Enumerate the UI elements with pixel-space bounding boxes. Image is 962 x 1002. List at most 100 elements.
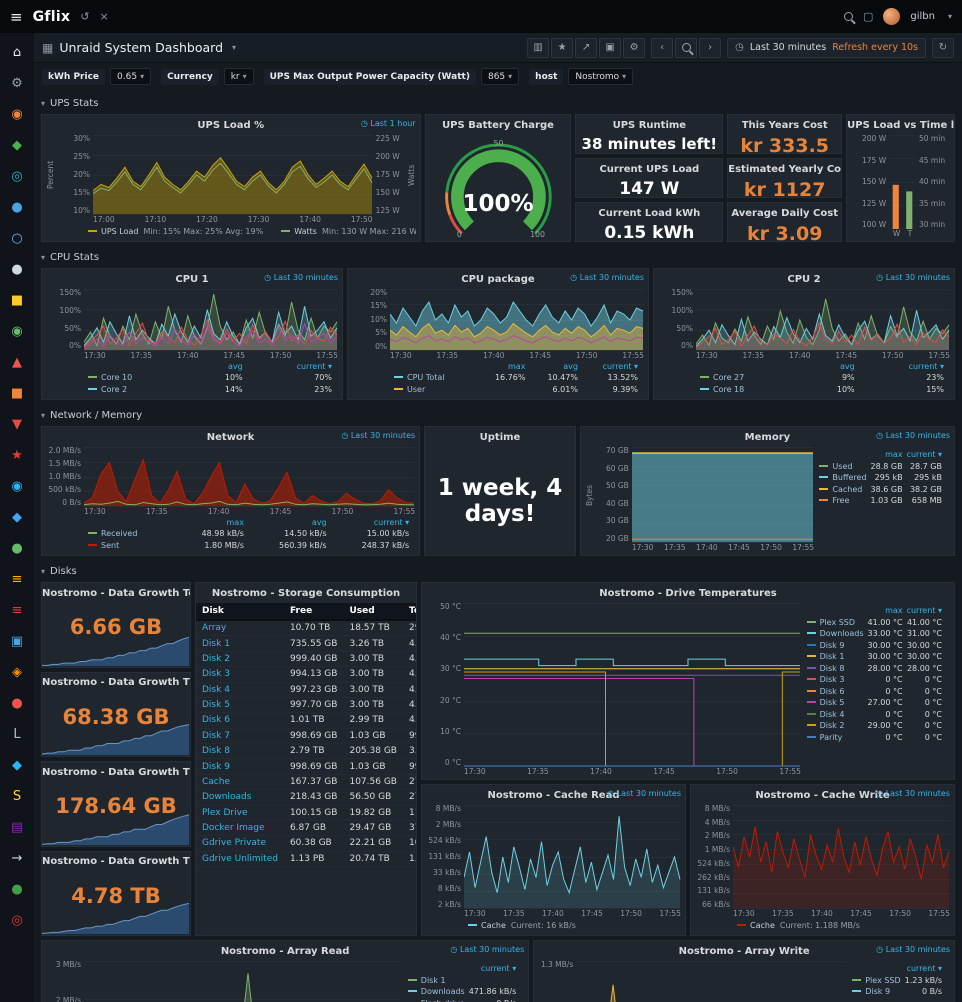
sidebar-shortcut-ghost-icon[interactable]: ● <box>11 695 23 711</box>
legend-series-name[interactable]: Disk 1 <box>407 975 469 987</box>
panel-title[interactable]: CPU package <box>461 273 535 285</box>
legend-column-header[interactable]: current ▾ <box>908 361 944 371</box>
legend-item[interactable]: UPS Load Min: 15% Max: 25% Avg: 19% <box>88 226 263 237</box>
add-panel-button[interactable]: ▥ <box>527 37 550 58</box>
panel-time-badge[interactable]: ◷ Last 30 minutes <box>876 789 950 798</box>
legend-item[interactable]: Parity 0 °C 0 °C <box>806 732 946 744</box>
disk-link[interactable]: Disk 2 <box>196 651 284 668</box>
disk-link[interactable]: Disk 5 <box>196 697 284 714</box>
panel-time-badge[interactable]: ◷ Last 1 hour <box>361 119 416 128</box>
legend-column-header[interactable]: current ▾ <box>906 450 942 459</box>
plot-area[interactable] <box>695 289 950 351</box>
app-brand[interactable]: Gflix <box>32 8 71 25</box>
legend-item[interactable]: Disk 9 0 B/s <box>852 986 946 998</box>
legend-column-header[interactable]: current ▾ <box>480 964 517 973</box>
legend-series-name[interactable]: Disk 9 <box>806 640 868 652</box>
panel-time-badge[interactable]: ◷ Last 30 minutes <box>876 945 950 954</box>
legend-series-name[interactable]: Disk 6 <box>806 686 868 698</box>
disk-link[interactable]: Disk 7 <box>196 728 284 745</box>
panel-title[interactable]: UPS Load % <box>197 119 265 131</box>
disk-link[interactable]: Disk 4 <box>196 682 284 698</box>
plot-area[interactable] <box>92 135 373 215</box>
sidebar-shortcut-gem-icon[interactable]: ◈ <box>12 664 22 680</box>
section-ups-stats[interactable]: ▾ UPS Stats <box>41 92 955 114</box>
panel-title[interactable]: Current UPS Load <box>599 163 700 175</box>
legend-series-name[interactable]: User <box>394 384 477 396</box>
legend-series-name[interactable]: Disk 3 <box>806 674 868 686</box>
legend-item[interactable]: CPU Total 16.76% 10.47% 13.52% <box>394 372 642 384</box>
legend-item[interactable]: Plex SSD 41.00 °C 41.00 °C <box>806 617 946 629</box>
legend-item[interactable]: Used 28.8 GB 28.7 GB <box>819 461 946 473</box>
sidebar-shortcut-github-icon[interactable]: ● <box>11 881 23 897</box>
legend-item[interactable]: Core 27 9% 23% <box>700 372 948 384</box>
legend-item[interactable]: Disk 4 0 °C 0 °C <box>806 709 946 721</box>
legend-column-header[interactable]: current ▾ <box>602 361 638 371</box>
panel-time-badge[interactable]: ◷ Last 30 minutes <box>264 273 338 282</box>
panel-time-badge[interactable]: ◷ Last 30 minutes <box>450 945 524 954</box>
legend-series-name[interactable]: Disk 4 <box>806 709 868 721</box>
panel-title[interactable]: Nostromo - Array Read <box>220 945 350 957</box>
disk-link[interactable]: Disk 8 <box>196 743 284 760</box>
undo-icon[interactable]: ↺ <box>80 10 90 23</box>
sidebar-shortcut-bowl-icon[interactable]: ■ <box>10 292 24 308</box>
plot-area[interactable] <box>464 603 801 767</box>
legend-series-name[interactable]: Buffered <box>819 472 870 484</box>
save-dashboard-button[interactable]: ▣ <box>599 37 622 58</box>
search-icon[interactable] <box>843 12 853 21</box>
sidebar-shortcut-eye-icon[interactable]: ◉ <box>11 478 23 494</box>
legend-item[interactable]: Disk 9 30.00 °C 30.00 °C <box>806 640 946 652</box>
legend-series-name[interactable]: Parity <box>806 732 868 744</box>
legend-series-name[interactable]: Core 27 <box>700 372 809 384</box>
legend-item[interactable]: Free 1.03 GB 658 MB <box>819 495 946 507</box>
panel-title[interactable]: Network <box>206 431 255 443</box>
variable-select-host[interactable]: Nostromo ▾ <box>568 68 634 85</box>
sidebar-shortcut-bars-icon[interactable]: ≡ <box>11 602 23 618</box>
legend-series-name[interactable]: Downloads <box>407 986 469 998</box>
user-menu[interactable]: gilbn <box>910 11 935 22</box>
disk-link[interactable]: Disk 6 <box>196 712 284 729</box>
disk-link[interactable]: Array <box>196 620 284 637</box>
legend-series-name[interactable]: Core 10 <box>88 372 197 384</box>
column-header[interactable]: Free <box>283 603 344 621</box>
variable-select-currency[interactable]: kr ▾ <box>223 68 254 85</box>
panel-title[interactable]: Uptime <box>479 431 521 443</box>
panel-time-badge[interactable]: ◷ Last 30 minutes <box>341 431 415 440</box>
legend-column-header[interactable]: current ▾ <box>373 517 410 527</box>
legend-series-name[interactable]: UPS Load <box>101 227 139 236</box>
sidebar-shortcut-target-icon[interactable]: ◎ <box>11 912 23 928</box>
legend-item[interactable]: Core 18 10% 15% <box>700 384 948 396</box>
disk-link[interactable]: Cache <box>196 774 284 791</box>
panel-title[interactable]: Nostromo - Data Growth This Year <box>42 856 190 867</box>
section-network-memory[interactable]: ▾ Network / Memory <box>41 404 955 426</box>
disk-link[interactable]: Gdrive Private <box>196 835 284 852</box>
panel-title[interactable]: Nostromo - Data Growth This Week <box>42 677 190 688</box>
column-header[interactable]: Total <box>402 603 416 621</box>
legend-series-name[interactable]: Disk 8 <box>806 663 868 675</box>
refresh-interval-label[interactable]: Refresh every 10s <box>832 42 918 53</box>
legend-series-name[interactable]: Free <box>819 495 870 507</box>
legend-column-header[interactable]: avg <box>311 517 327 527</box>
section-disks[interactable]: ▾ Disks <box>41 560 955 582</box>
plot-area[interactable] <box>389 289 644 351</box>
sidebar-shortcut-user-icon[interactable]: ● <box>11 261 23 277</box>
panel-time-badge[interactable]: ◷ Last 30 minutes <box>607 789 681 798</box>
plot-area[interactable] <box>576 961 847 1002</box>
share-dashboard-button[interactable]: ↗ <box>575 37 598 58</box>
legend-item[interactable]: Disk 1 <box>407 975 520 987</box>
sidebar-shortcut-fire-icon[interactable]: ▲ <box>12 354 22 370</box>
panel-title[interactable]: UPS Runtime <box>612 119 687 131</box>
legend-series-name[interactable]: Plex SSD <box>806 617 868 629</box>
star-dashboard-button[interactable]: ★ <box>551 37 574 58</box>
legend-series-name[interactable]: Downloads <box>806 628 868 640</box>
legend-item[interactable]: Downloads 33.00 °C 31.00 °C <box>806 628 946 640</box>
plot-area[interactable] <box>889 135 917 229</box>
legend-column-header[interactable]: current ▾ <box>906 964 942 973</box>
panel-title[interactable]: UPS Battery Charge <box>442 119 554 131</box>
panel-title[interactable]: Memory <box>744 431 791 443</box>
panel-time-badge[interactable]: ◷ Last 30 minutes <box>570 273 644 282</box>
legend-column-header[interactable]: avg <box>227 361 243 371</box>
panel-title[interactable]: Nostromo - Data Growth This Month <box>42 766 190 778</box>
sidebar-shortcut-teal-icon[interactable]: ◎ <box>11 168 23 184</box>
legend-item[interactable]: Buffered 295 kB 295 kB <box>819 472 946 484</box>
time-range-picker[interactable]: ◷ Last 30 minutes Refresh every 10s <box>727 37 926 58</box>
